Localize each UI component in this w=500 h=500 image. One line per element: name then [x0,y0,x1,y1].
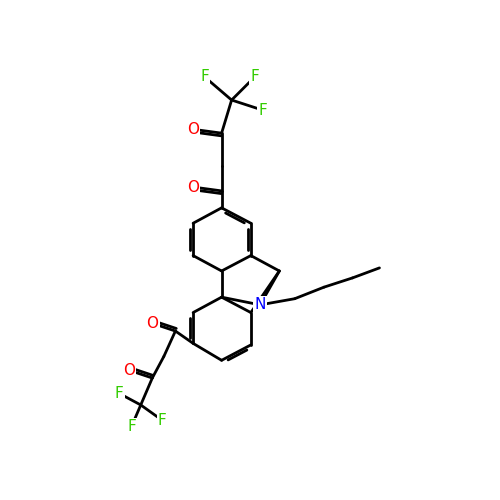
Text: F: F [127,419,136,434]
Text: F: F [115,386,124,401]
Text: F: F [158,413,166,428]
Text: O: O [187,180,199,194]
Text: F: F [258,102,267,118]
Text: F: F [200,70,209,84]
Text: O: O [123,363,135,378]
Text: F: F [250,70,259,84]
Text: O: O [146,316,158,331]
Text: N: N [254,298,266,312]
Text: O: O [187,122,199,137]
